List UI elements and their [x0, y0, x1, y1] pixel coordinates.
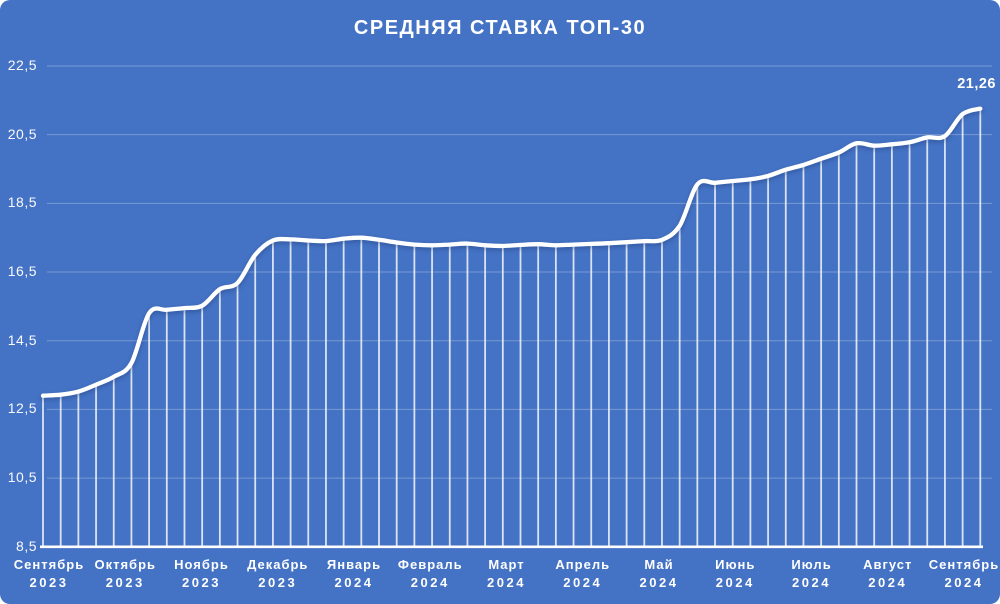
y-axis-tick-label: 12,5 [7, 400, 37, 417]
month-name: Август [863, 557, 913, 572]
x-axis-month-label: Декабрь 2023 [223, 556, 333, 591]
x-axis-month-label: Сентябрь 2024 [909, 556, 1000, 591]
month-year: 2023 [182, 574, 221, 590]
x-axis-month-label: Октябрь 2023 [70, 556, 180, 591]
y-axis-tick-label: 8,5 [16, 537, 37, 554]
y-axis-tick-label: 14,5 [7, 331, 37, 348]
month-year: 2024 [487, 574, 526, 590]
x-axis-month-label: Январь 2024 [299, 556, 409, 591]
x-axis-month-label: Август 2024 [833, 556, 943, 591]
month-year: 2024 [868, 574, 908, 590]
last-value-label: 21,26 [957, 76, 996, 92]
rate-line [40, 106, 983, 398]
month-year: 2024 [639, 574, 679, 590]
month-name: Сентябрь [928, 557, 1000, 572]
x-axis-month-label: Февраль 2024 [375, 556, 485, 591]
y-axis-tick-label: 10,5 [7, 469, 37, 486]
month-year: 2024 [715, 574, 755, 590]
month-name: Июль [791, 557, 832, 572]
month-year: 2024 [563, 574, 603, 590]
x-axis-month-label: Май 2024 [604, 556, 714, 591]
y-axis-tick-label: 20,5 [7, 125, 37, 142]
month-name: Сентябрь [13, 557, 85, 572]
month-name: Январь [326, 557, 382, 572]
month-year: 2024 [944, 574, 984, 590]
month-year: 2024 [334, 574, 374, 590]
month-name: Апрель [555, 557, 611, 572]
x-axis-month-label: Сентябрь 2023 [0, 556, 104, 591]
month-name: Ноябрь [174, 557, 229, 572]
month-name: Декабрь [247, 557, 309, 572]
x-axis-month-label: Июнь 2024 [680, 556, 790, 591]
x-axis-month-label: Июль 2024 [757, 556, 867, 591]
month-year: 2024 [410, 574, 450, 590]
month-year: 2024 [792, 574, 831, 590]
month-name: Июнь [715, 557, 756, 572]
month-name: Март [488, 557, 525, 572]
month-name: Май [644, 557, 674, 572]
month-name: Октябрь [94, 557, 157, 572]
chart-title: СРЕДНЯЯ СТАВКА ТОП-30 [353, 17, 647, 39]
month-year: 2023 [258, 574, 298, 590]
y-axis-tick-label: 18,5 [7, 194, 37, 211]
y-axis-tick-label: 22,5 [7, 57, 37, 73]
month-year: 2023 [105, 574, 145, 590]
y-axis-tick-label: 16,5 [7, 263, 37, 280]
month-name: Февраль [397, 557, 463, 572]
x-axis-month-label: Ноябрь 2023 [147, 556, 257, 591]
x-axis-month-label: Апрель 2024 [528, 556, 638, 591]
month-year: 2023 [29, 574, 69, 590]
x-axis-month-label: Март 2024 [452, 556, 562, 591]
